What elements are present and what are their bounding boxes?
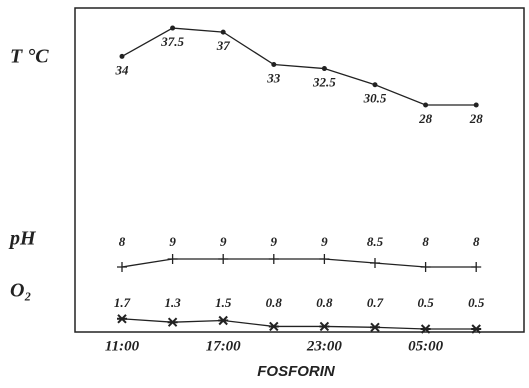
point	[423, 102, 429, 108]
data-label: 1.3	[164, 295, 181, 310]
data-label: 0.5	[468, 295, 485, 310]
data-label: 0.5	[417, 295, 434, 310]
point	[167, 254, 178, 264]
series-line	[121, 258, 477, 268]
point	[321, 66, 327, 72]
point	[170, 25, 176, 31]
point	[420, 324, 431, 334]
point	[119, 53, 125, 59]
point	[420, 262, 431, 272]
x-tick-label: 11:00	[105, 338, 140, 354]
data-label: 1.5	[215, 295, 232, 310]
series-label: O₂	[10, 280, 31, 302]
point	[271, 62, 277, 67]
point	[167, 317, 178, 327]
point	[471, 262, 482, 272]
x-tick-label: 17:00	[206, 338, 241, 354]
x-tick-label: 05:00	[408, 338, 443, 354]
point	[268, 321, 279, 332]
data-label: 8.5	[367, 234, 384, 249]
point	[117, 314, 127, 324]
point	[218, 315, 229, 326]
data-label: 0.8	[316, 295, 333, 310]
point	[319, 254, 330, 264]
data-label: 37.5	[160, 34, 184, 49]
data-label: 9	[220, 234, 227, 249]
data-label: 8	[119, 234, 126, 249]
data-label: 9	[271, 234, 278, 249]
point	[370, 322, 380, 333]
data-label: 37	[216, 38, 231, 53]
series-line	[121, 318, 477, 330]
x-axis-title: FOSFORIN	[257, 363, 336, 380]
point	[117, 262, 127, 272]
data-label: 9	[321, 234, 328, 249]
data-label: 32.5	[312, 75, 336, 90]
data-label: 28	[418, 111, 433, 126]
plot-frame	[74, 7, 525, 333]
point	[370, 258, 380, 268]
point	[319, 321, 330, 332]
point	[372, 82, 378, 88]
series-line	[121, 27, 477, 106]
data-label: 8	[473, 234, 480, 249]
data-label: 1.7	[114, 295, 131, 310]
data-label: 9	[169, 234, 176, 249]
data-label: 0.7	[367, 295, 384, 310]
point	[218, 254, 229, 264]
series-label: T °C	[10, 46, 49, 68]
data-label: 0.8	[266, 295, 283, 310]
point	[473, 102, 479, 108]
x-tick-label: 23:00	[306, 338, 342, 354]
data-label: 8	[422, 234, 429, 249]
point	[471, 324, 482, 334]
data-label: 30.5	[363, 91, 387, 106]
data-label: 33	[266, 70, 281, 85]
data-label: 34	[115, 62, 130, 77]
point	[220, 29, 226, 35]
series-label: pH	[8, 228, 37, 250]
point	[268, 254, 279, 264]
data-label: 28	[469, 111, 484, 126]
